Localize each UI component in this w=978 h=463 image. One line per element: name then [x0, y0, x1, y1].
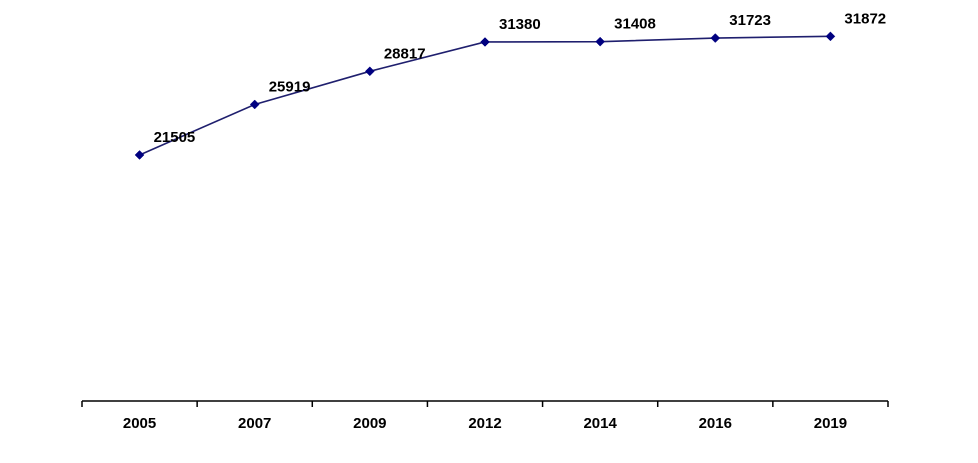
marker-layer [134, 31, 836, 160]
data-label: 21505 [154, 129, 196, 146]
data-label: 31408 [614, 16, 656, 33]
data-label: 28817 [384, 45, 426, 62]
data-point-marker [249, 99, 260, 110]
series-line-layer [139, 35, 831, 156]
data-point-marker [825, 31, 836, 42]
x-tick-label: 2012 [468, 415, 501, 432]
x-tick-labels: 2005 2007 2009 2012 2014 2016 2019 [123, 415, 847, 432]
series-line [139, 35, 831, 156]
data-point-marker [710, 33, 721, 43]
x-axis [81, 400, 889, 407]
data-label-layer: 21505 25919 28817 31380 31408 31723 31872 [154, 10, 887, 146]
data-point-marker [134, 150, 145, 160]
data-label: 31723 [729, 12, 771, 29]
x-tick-label: 2019 [814, 415, 847, 432]
x-tick-label: 2009 [353, 415, 386, 432]
data-point-marker [365, 66, 375, 77]
x-tick-label: 2016 [699, 415, 732, 432]
data-point-marker [480, 37, 490, 47]
x-tick-label: 2014 [583, 415, 617, 432]
data-label: 25919 [269, 78, 311, 95]
data-point-marker [595, 36, 605, 47]
data-label: 31380 [499, 16, 541, 33]
x-tick-label: 2005 [123, 415, 156, 432]
x-tick-label: 2007 [238, 415, 271, 432]
data-label: 31872 [844, 10, 886, 27]
